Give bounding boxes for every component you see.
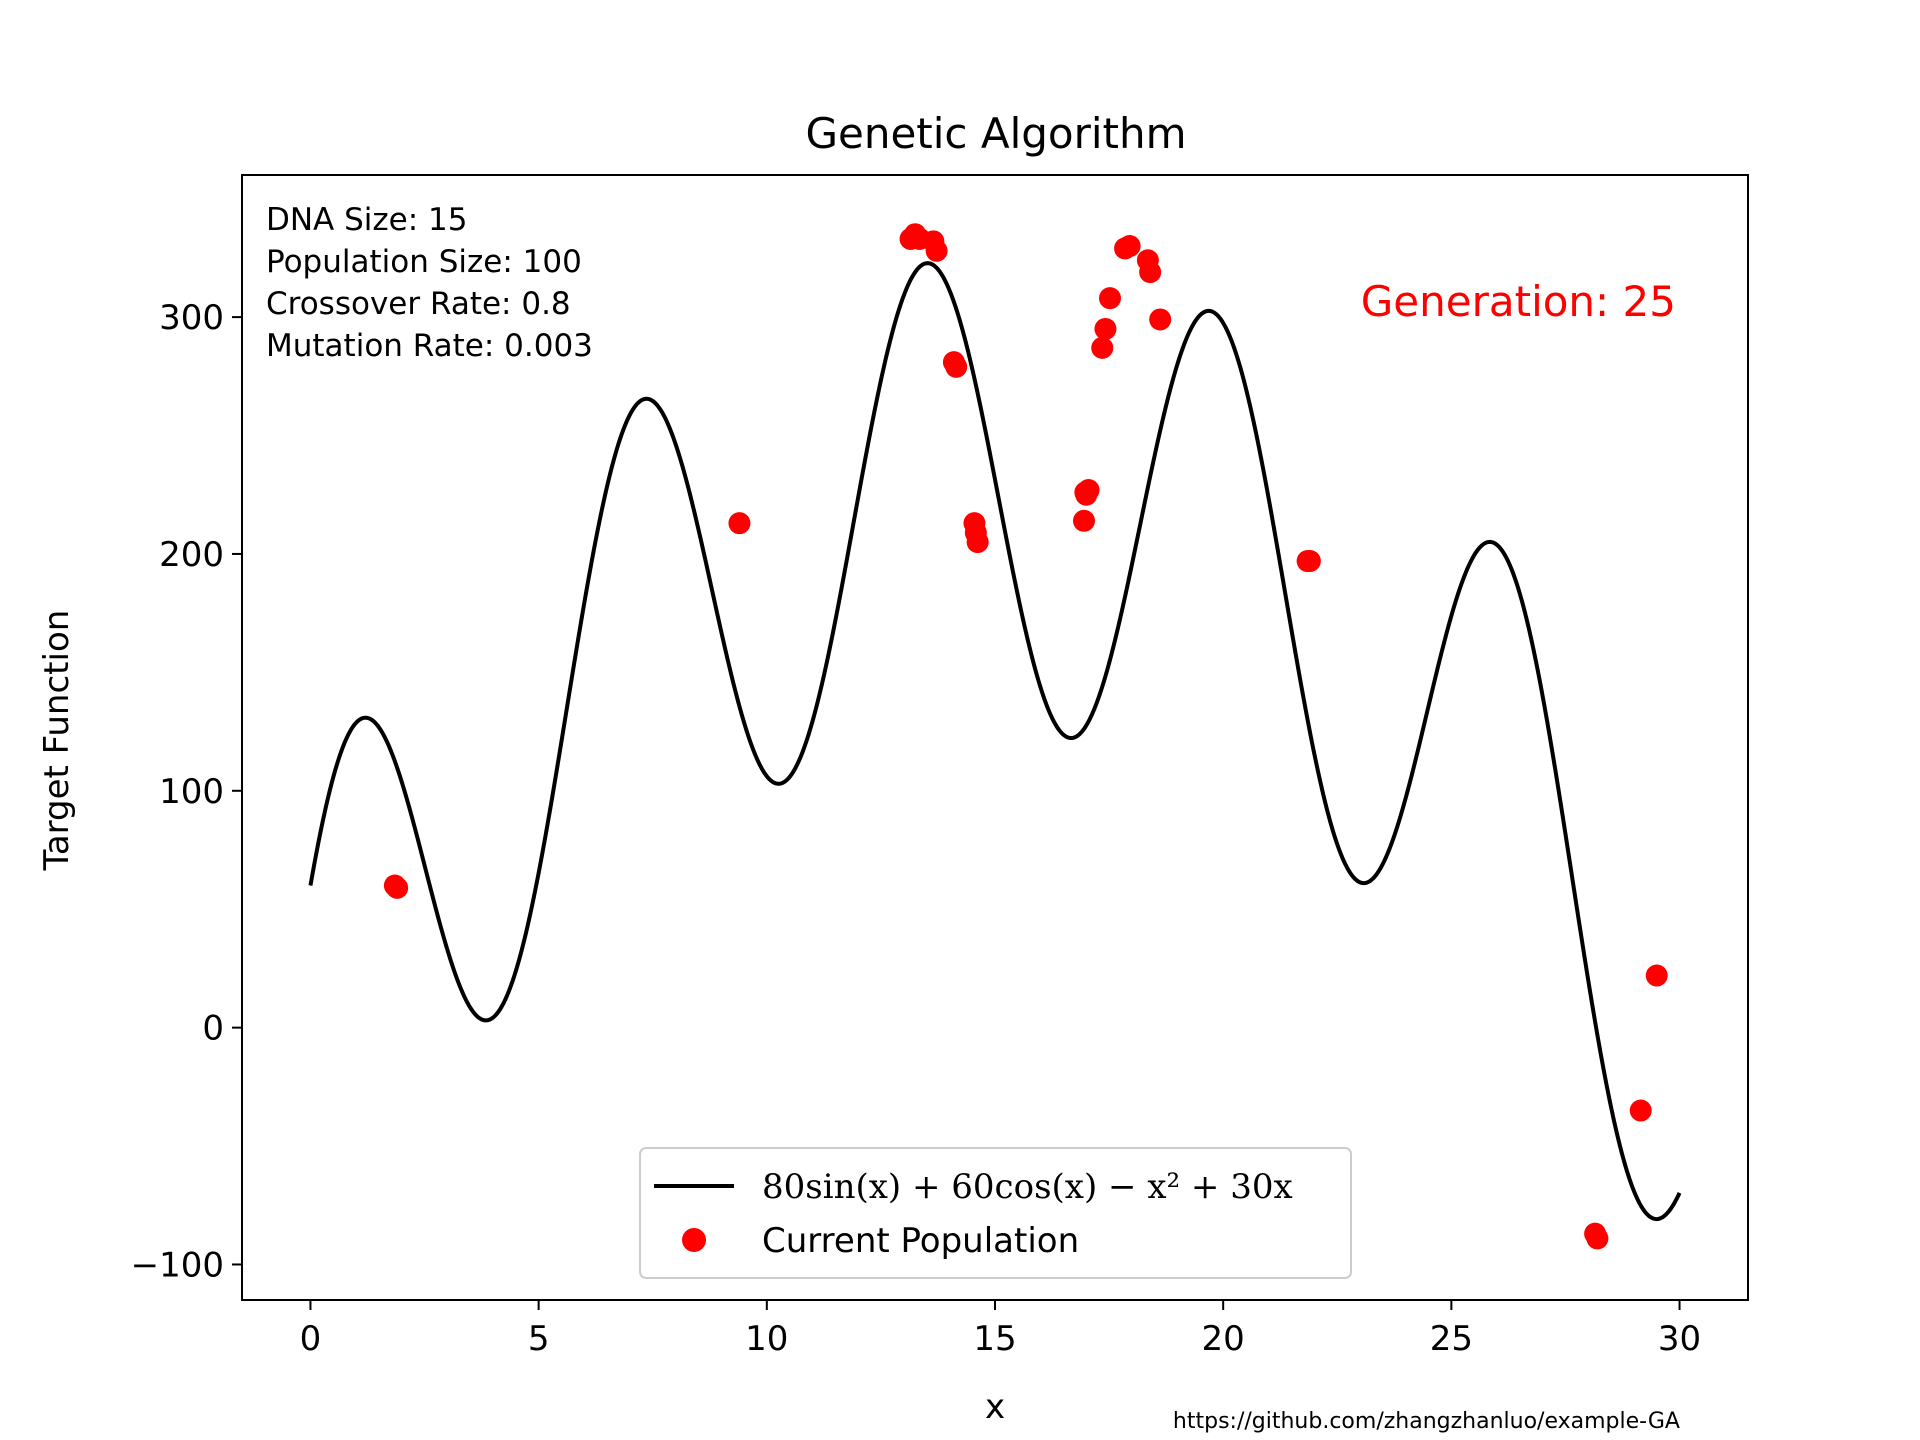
population-point	[1077, 479, 1100, 501]
population-point	[925, 239, 948, 262]
x-tick-label: 15	[973, 1319, 1016, 1359]
y-tick-label: −100	[131, 1245, 224, 1285]
generation-label: Generation: 25	[1361, 277, 1676, 326]
population-point	[1091, 336, 1114, 359]
x-tick-label: 25	[1430, 1319, 1473, 1359]
y-tick-label: 300	[159, 298, 224, 338]
info-text: DNA Size: 15 Population Size: 100 Crosso…	[266, 202, 593, 364]
y-tick-label: 200	[159, 535, 224, 575]
legend-population-label: Current Population	[762, 1221, 1079, 1261]
x-tick-label: 20	[1202, 1319, 1245, 1359]
target-function-curve	[308, 261, 1682, 1222]
legend-function-label: 80sin(x) + 60cos(x) − x² + 30x	[762, 1167, 1293, 1207]
population-point	[1149, 308, 1172, 331]
x-axis-label: x	[985, 1387, 1005, 1427]
x-tick-label: 0	[300, 1319, 322, 1359]
y-axis-ticks: −100 0 100 200 300	[131, 298, 242, 1285]
x-tick-label: 5	[528, 1319, 550, 1359]
legend: 80sin(x) + 60cos(x) − x² + 30x Current P…	[639, 1147, 1352, 1279]
chart-title: Genetic Algorithm	[805, 109, 1186, 158]
info-population-size: Population Size: 100	[266, 244, 582, 280]
population-points	[383, 223, 1668, 1250]
legend-box	[639, 1147, 1352, 1279]
population-point	[1072, 509, 1095, 532]
population-point	[386, 876, 409, 899]
info-mutation-rate: Mutation Rate: 0.003	[266, 328, 593, 364]
y-tick-label: 100	[159, 772, 224, 812]
population-point	[1118, 235, 1141, 258]
y-tick-label: 0	[202, 1009, 224, 1049]
x-axis-ticks: 0 5 10 15 20 25 30	[300, 1300, 1701, 1359]
footer-url: https://github.com/zhangzhanluo/example-…	[1173, 1409, 1680, 1434]
population-point	[1298, 550, 1321, 573]
population-point	[728, 512, 751, 535]
population-point	[1629, 1099, 1652, 1122]
legend-point-swatch	[682, 1228, 706, 1252]
x-tick-label: 10	[745, 1319, 788, 1359]
population-point	[1139, 261, 1162, 284]
info-dna-size: DNA Size: 15	[266, 202, 468, 238]
x-tick-label: 30	[1658, 1319, 1701, 1359]
population-point	[1586, 1227, 1609, 1250]
info-crossover-rate: Crossover Rate: 0.8	[266, 286, 571, 322]
population-point	[966, 531, 989, 554]
population-point	[945, 355, 968, 378]
population-point	[1645, 964, 1668, 987]
population-point	[1094, 317, 1117, 340]
y-axis-label: Target Function	[37, 610, 77, 872]
plot-area	[241, 174, 1749, 1301]
population-point	[1099, 287, 1121, 310]
